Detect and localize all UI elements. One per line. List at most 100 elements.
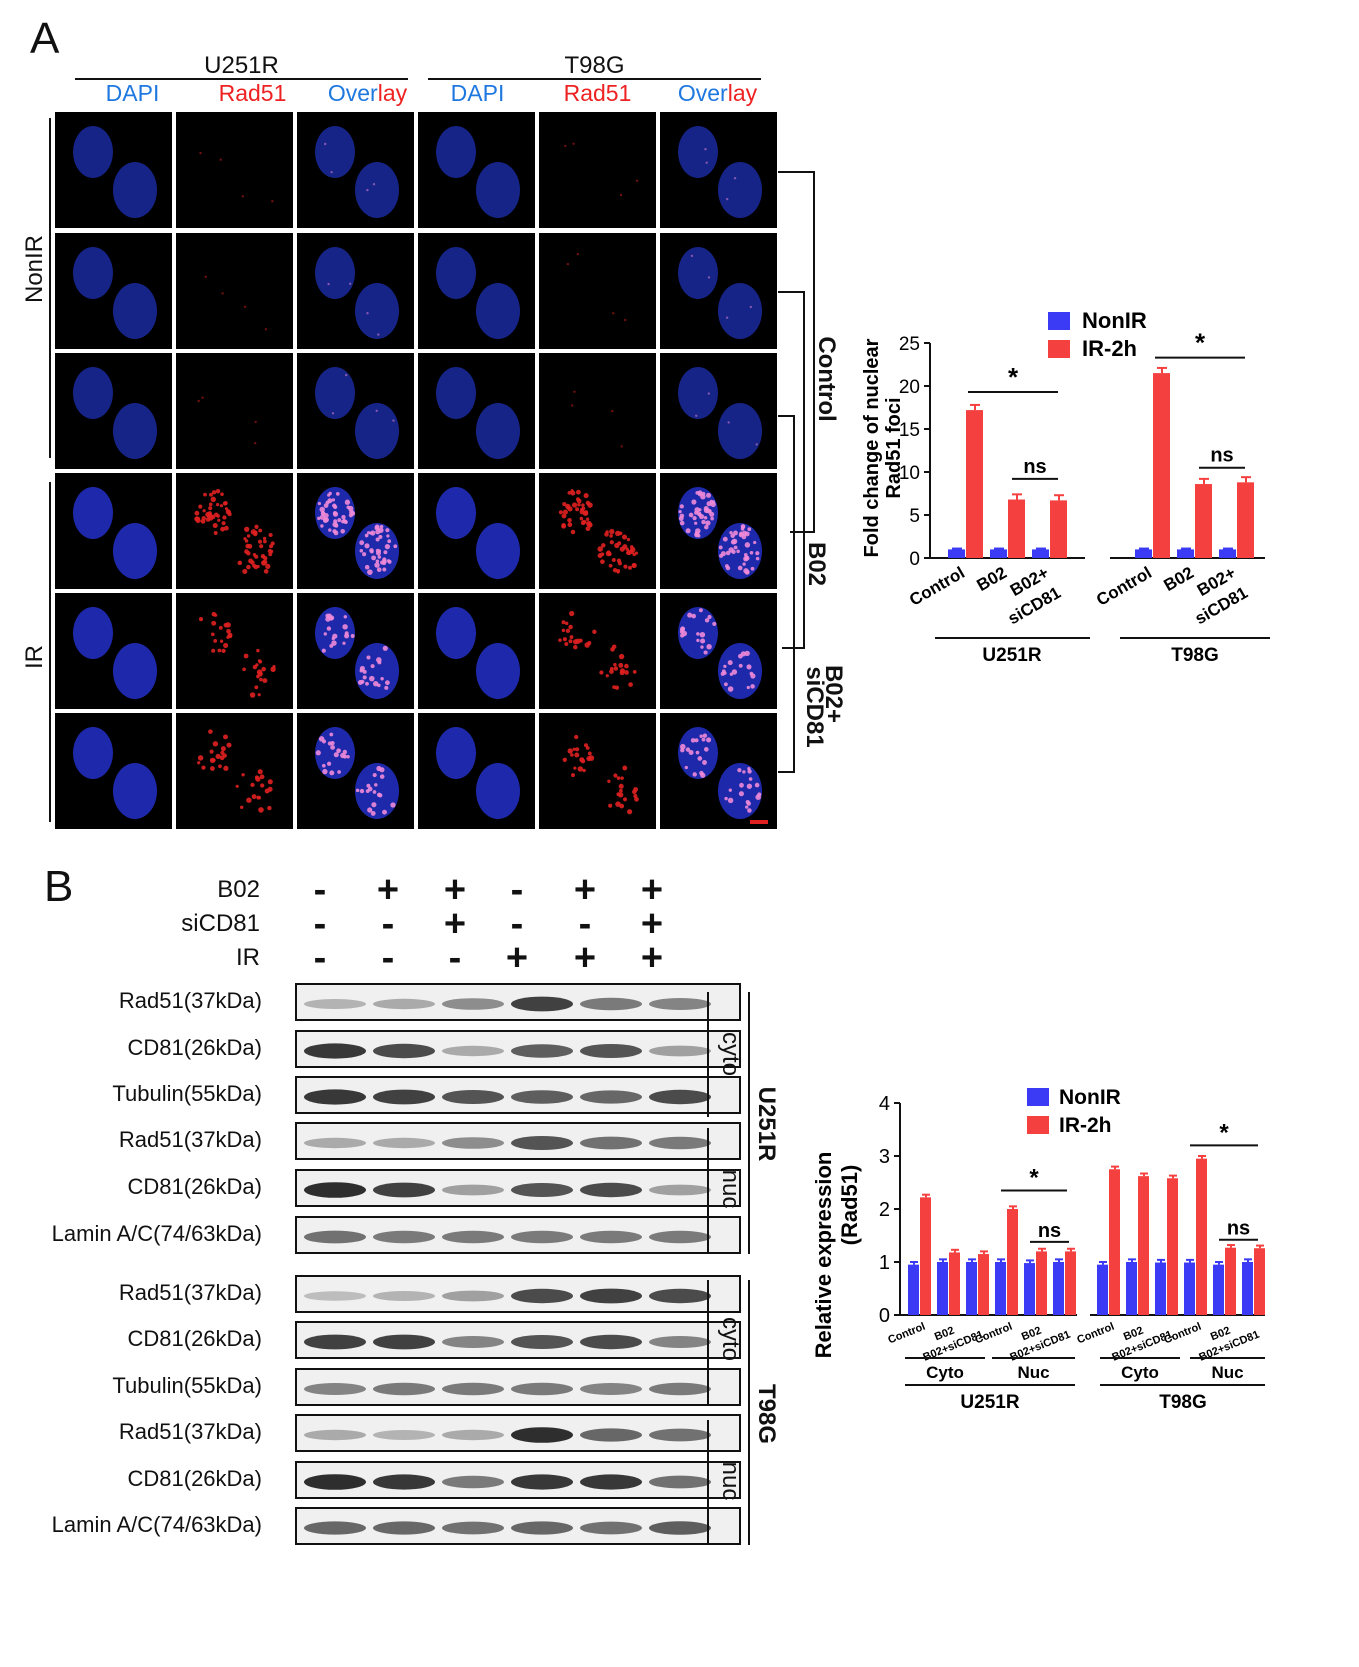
cell-line-label-t98g-b: T98G xyxy=(753,1383,780,1445)
rad51-focus xyxy=(379,774,385,779)
nucleus xyxy=(355,283,399,339)
rad51-focus xyxy=(572,747,576,751)
rad51-focus xyxy=(254,685,259,690)
rad51-focus xyxy=(567,522,573,528)
rad51-focus xyxy=(366,188,369,192)
rad51-focus xyxy=(380,677,384,681)
significance-mark: * xyxy=(1008,362,1019,392)
rad51-focus xyxy=(333,504,338,510)
rad51-focus xyxy=(220,492,224,496)
rad51-focus xyxy=(378,534,383,539)
rad51-focus xyxy=(733,177,737,180)
micrograph-image xyxy=(194,488,275,574)
rad51-focus xyxy=(249,692,256,698)
micrograph-tile xyxy=(660,233,777,349)
bar xyxy=(1126,1262,1137,1315)
rad51-focus xyxy=(623,564,628,569)
rad51-focus xyxy=(567,490,572,495)
rad51-focus xyxy=(569,610,575,617)
rad51-focus xyxy=(733,545,738,550)
rad51-focus xyxy=(731,669,738,675)
y-axis-label: Relative expression xyxy=(811,1152,836,1359)
rad51-focus xyxy=(680,748,685,753)
rad51-focus xyxy=(204,275,207,278)
blot-label: CD81(26kDa) xyxy=(127,1466,263,1491)
rad51-focus xyxy=(355,788,360,793)
rad51-focus xyxy=(322,768,328,775)
rad51-focus xyxy=(692,515,697,521)
rad51-focus xyxy=(364,543,370,549)
blot-label: Rad51(37kDa) xyxy=(118,988,262,1013)
treatment-brackets xyxy=(778,171,815,773)
y-tick-label: 25 xyxy=(899,334,920,355)
rad51-focus xyxy=(583,743,589,748)
significance-mark: * xyxy=(1195,328,1206,358)
rad51-focus xyxy=(325,616,331,622)
rad51-focus xyxy=(337,770,341,774)
rad51-focus xyxy=(375,409,378,412)
bar xyxy=(966,1262,977,1315)
rad51-focus xyxy=(382,645,388,651)
rad51-focus xyxy=(239,805,244,810)
rad51-focus xyxy=(741,534,747,540)
bar xyxy=(995,1262,1006,1315)
rad51-focus xyxy=(384,685,389,690)
rad51-focus xyxy=(631,562,637,569)
blot-band xyxy=(304,1182,366,1198)
rad51-focus xyxy=(737,768,742,773)
rad51-focus xyxy=(634,796,639,802)
bar xyxy=(1032,549,1049,558)
rad51-focus xyxy=(727,797,734,804)
rad51-focus xyxy=(211,620,217,626)
rad51-focus xyxy=(558,638,562,642)
rad51-focus xyxy=(378,527,384,533)
rad51-focus xyxy=(702,733,708,738)
micrograph-tile xyxy=(297,112,414,228)
rad51-focus xyxy=(691,613,697,619)
rad51-focus xyxy=(367,786,373,792)
nucleus xyxy=(476,523,520,579)
rad51-focus xyxy=(564,621,569,626)
blot-band xyxy=(511,1230,573,1244)
rad51-focus xyxy=(369,675,375,682)
fraction-label-t98g-nuc: nuc xyxy=(717,1461,744,1501)
legend-label: NonIR xyxy=(1082,308,1147,333)
rad51-focus xyxy=(694,521,698,525)
blot-bands xyxy=(304,1521,711,1535)
rad51-focus xyxy=(197,761,201,765)
rad51-focus xyxy=(369,531,373,535)
micrograph-tile xyxy=(418,233,535,349)
rad51-focus xyxy=(380,560,385,565)
rad51-focus xyxy=(317,516,321,521)
blot-band xyxy=(649,1089,711,1105)
rad51-focus xyxy=(747,769,752,774)
rad51-focus xyxy=(613,662,617,667)
blot-image xyxy=(295,1122,741,1160)
rad51-focus xyxy=(349,282,352,285)
rad51-focus xyxy=(344,631,349,636)
rad51-focus xyxy=(367,807,373,813)
cell-line-label-u251r-b: U251R xyxy=(753,1086,780,1162)
blot-band xyxy=(442,1429,504,1441)
rad51-focus xyxy=(377,555,382,559)
micrograph-image xyxy=(678,126,762,218)
rad51-focus xyxy=(587,502,593,508)
rad51-focus xyxy=(607,779,611,783)
rad51-focus xyxy=(700,638,706,644)
rad51-focus xyxy=(215,502,220,507)
category-label: Control xyxy=(906,563,968,610)
blot-label: Tubulin(55kDa) xyxy=(112,1081,262,1106)
bar xyxy=(1008,499,1025,558)
micrograph-image xyxy=(197,729,273,813)
rad51-focus xyxy=(609,534,613,538)
rad51-focus xyxy=(587,751,592,756)
rad51-focus xyxy=(581,503,585,507)
rad51-focus xyxy=(566,262,570,266)
nucleus xyxy=(113,643,157,699)
rad51-focus xyxy=(223,765,229,771)
rad51-focus xyxy=(210,632,215,637)
nucleus xyxy=(678,126,718,178)
blot-band xyxy=(511,1044,573,1058)
micrograph-image xyxy=(315,367,399,459)
y-tick-label: 0 xyxy=(909,549,920,570)
